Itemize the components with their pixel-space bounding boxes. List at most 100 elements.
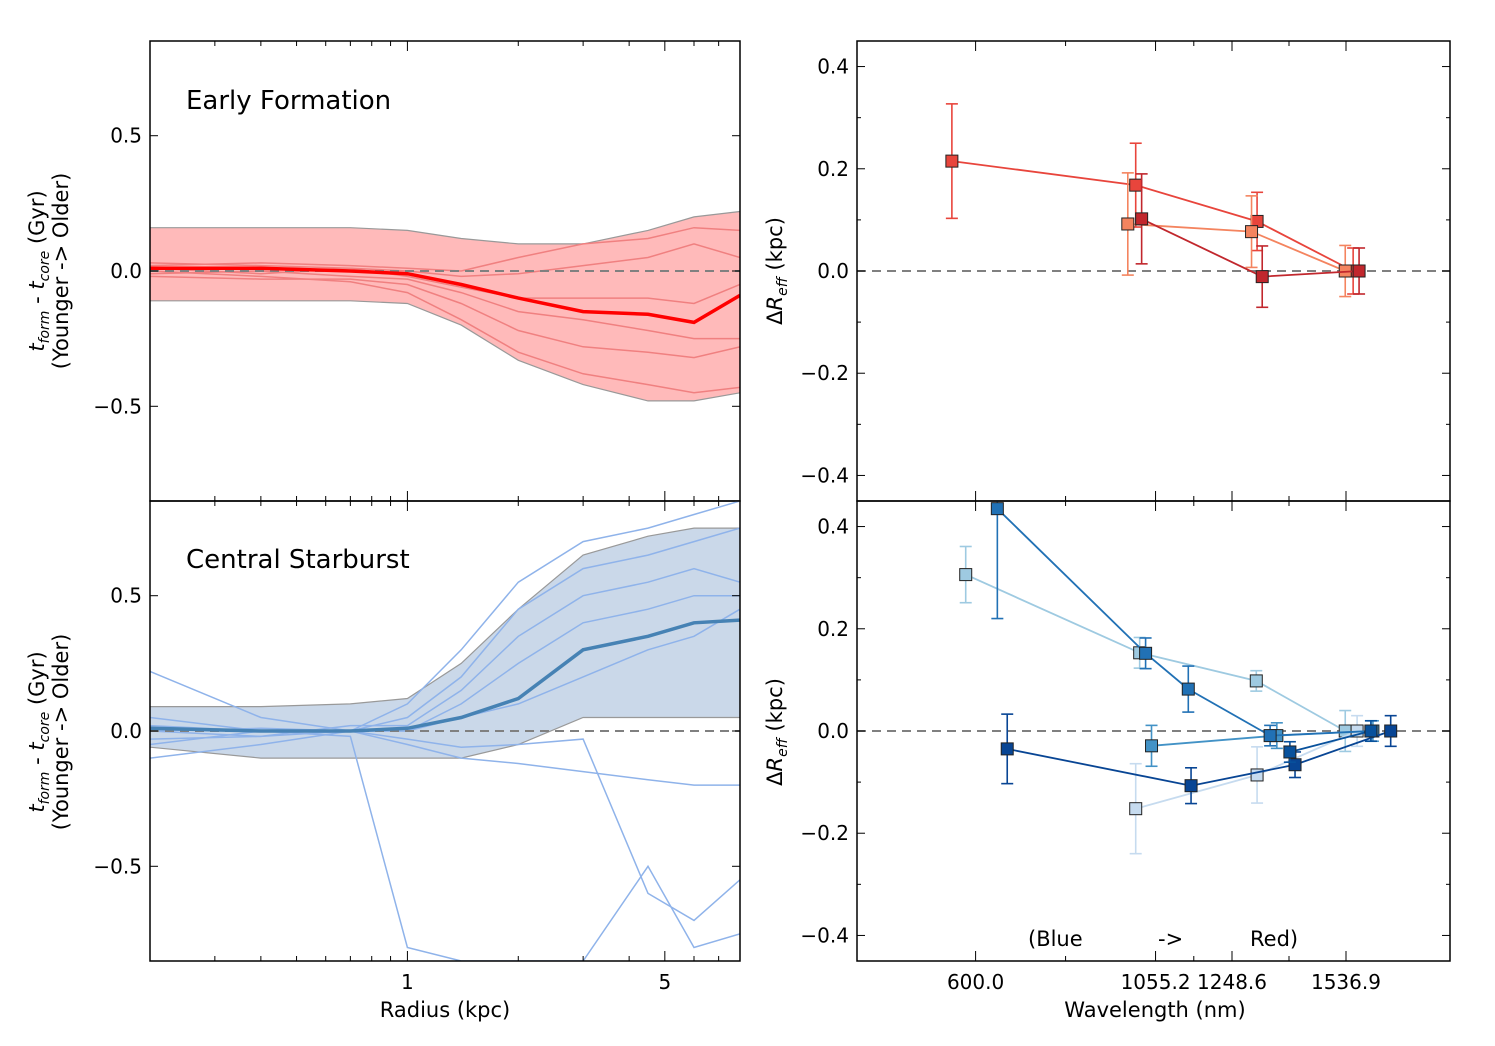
spread-band bbox=[150, 528, 740, 759]
xlabel-wavelength: Wavelength (nm) bbox=[1064, 998, 1245, 1022]
data-point-square bbox=[959, 568, 973, 582]
axes-frame-blue bbox=[856, 500, 1451, 962]
series-red-1 bbox=[945, 103, 1360, 295]
axes-frame-central-starburst bbox=[149, 500, 741, 962]
ylabel-unit: (kpc) bbox=[763, 217, 787, 277]
data-point-square bbox=[1352, 264, 1366, 278]
ylabel-R: R bbox=[763, 296, 787, 311]
ylabel-early-formation: tform - tcore (Gyr) (Younger -> Older) bbox=[25, 173, 73, 370]
ylabel-unit: (Gyr) bbox=[25, 651, 49, 711]
ylabel-t2: t bbox=[25, 742, 49, 751]
panel-early-formation: 0.5 0.0 −0.5 Early Formation tform - tcore… bbox=[25, 40, 741, 502]
ylabel-dash: - bbox=[25, 290, 49, 311]
xtick-label: 5 bbox=[658, 970, 671, 994]
data-point-square bbox=[1000, 742, 1014, 756]
band-lower-edge bbox=[150, 300, 740, 402]
svg-text:ΔReff (kpc): ΔReff (kpc) bbox=[763, 217, 791, 325]
ylabel-sub-core: core bbox=[37, 712, 53, 743]
ylabel-line2-central-starburst: (Younger -> Older) bbox=[49, 634, 73, 831]
series-line-thin-4 bbox=[150, 270, 740, 340]
ytick-label: 0.0 bbox=[110, 259, 142, 283]
data-point-square bbox=[1139, 646, 1153, 660]
series-line-blue-4 bbox=[996, 508, 1371, 737]
plot-area-central-starburst bbox=[150, 501, 740, 961]
series-line-blue-6 bbox=[1289, 730, 1372, 753]
series-red-3 bbox=[1135, 173, 1366, 309]
data-point-square bbox=[1135, 212, 1149, 226]
data-point-square bbox=[945, 154, 959, 168]
xtick-label: 1 bbox=[401, 970, 414, 994]
ytick-label: −0.5 bbox=[93, 394, 142, 418]
xlabel-radius: Radius (kpc) bbox=[380, 998, 511, 1022]
data-point-square bbox=[1364, 724, 1378, 738]
xtick-label: 1055.2 bbox=[1121, 970, 1191, 994]
series-line-thin-2 bbox=[150, 243, 740, 278]
series-line-blue-5 bbox=[1007, 730, 1391, 787]
data-point-square bbox=[990, 502, 1004, 516]
plot-area-red bbox=[857, 103, 1450, 309]
panel-delta-reff-blue: 0.4 0.2 0.0 −0.2 −0.4 600.0 1055.2 1248.6 1536.9… bbox=[763, 500, 1451, 1022]
series-line-thin-1 bbox=[150, 501, 740, 732]
data-point-square bbox=[1263, 729, 1277, 743]
ticks-blue: 0.4 0.2 0.0 −0.2 −0.4 600.0 1055.2 1248.6 1536.9 bbox=[800, 501, 1450, 994]
ytick-label: 0.0 bbox=[817, 259, 849, 283]
ytick-label: 0.2 bbox=[817, 157, 849, 181]
series-line-thin-5 bbox=[150, 730, 740, 786]
svg-text:tform - tcore (Gyr): tform - tcore (Gyr) bbox=[25, 190, 53, 351]
svg-text:ΔReff (kpc): ΔReff (kpc) bbox=[763, 678, 791, 786]
data-point-square bbox=[1181, 682, 1195, 696]
ylabel-unit: (Gyr) bbox=[25, 190, 49, 250]
data-point-square bbox=[1129, 802, 1143, 816]
xtick-label: 1536.9 bbox=[1311, 970, 1381, 994]
ylabel-t: t bbox=[25, 343, 49, 352]
ylabel-delta-reff-blue: ΔReff (kpc) bbox=[763, 678, 791, 786]
ytick-label: 0.2 bbox=[817, 617, 849, 641]
ticks-early-formation: 0.5 0.0 −0.5 bbox=[93, 41, 740, 501]
annotation-early-formation: Early Formation bbox=[186, 86, 391, 116]
ylabel-central-starburst: tform - tcore (Gyr) (Younger -> Older) bbox=[25, 634, 73, 831]
ylabel-dash: - bbox=[25, 751, 49, 772]
data-point-square bbox=[1283, 745, 1297, 759]
ylabel-sub-eff: eff bbox=[775, 275, 791, 296]
ylabel-t2: t bbox=[25, 281, 49, 290]
plot-area-blue bbox=[857, 501, 1450, 855]
data-point-square bbox=[1384, 724, 1398, 738]
plot-area-early-formation bbox=[150, 210, 740, 402]
series-line-red-1 bbox=[951, 160, 1354, 272]
ytick-label: 0.5 bbox=[110, 124, 142, 148]
ylabel-t: t bbox=[25, 804, 49, 813]
ylabel-line2-early-formation: (Younger -> Older) bbox=[49, 173, 73, 370]
ylabel-delta: Δ bbox=[763, 310, 787, 325]
series-line-thin-6 bbox=[150, 724, 740, 961]
ticks-red: 0.4 0.2 0.0 −0.2 −0.4 bbox=[800, 41, 1450, 501]
mean-line bbox=[150, 266, 740, 325]
ylabel-delta-reff-red: ΔReff (kpc) bbox=[763, 217, 791, 325]
data-point-square bbox=[1288, 758, 1302, 772]
data-point-square bbox=[1245, 225, 1259, 239]
spread-band bbox=[150, 211, 740, 401]
mean-line bbox=[150, 618, 740, 733]
ytick-label: 0.0 bbox=[817, 719, 849, 743]
series-blue-6 bbox=[1283, 719, 1378, 763]
series-blue-2 bbox=[1129, 714, 1364, 855]
svg-text:tform - tcore (Gyr): tform - tcore (Gyr) bbox=[25, 651, 53, 812]
series-line-thin-1 bbox=[150, 226, 740, 272]
ytick-label: 0.4 bbox=[817, 55, 849, 79]
data-point-square bbox=[1145, 739, 1159, 753]
data-point-square bbox=[1184, 779, 1198, 793]
series-line-thin-6 bbox=[150, 270, 740, 394]
panel-delta-reff-red: 0.4 0.2 0.0 −0.2 −0.4 ΔReff (kpc) bbox=[763, 40, 1451, 502]
ytick-label: −0.2 bbox=[800, 361, 849, 385]
ytick-label: −0.4 bbox=[800, 463, 849, 487]
ytick-label: 0.5 bbox=[110, 584, 142, 608]
panel-central-starburst: 0.50.0−0.51 5 Central Starburst tform - t… bbox=[25, 500, 741, 1022]
ylabel-sub-form: form bbox=[37, 311, 53, 344]
annotation-arrow: -> bbox=[1158, 927, 1183, 951]
series-blue-4 bbox=[990, 501, 1378, 747]
ylabel-delta: Δ bbox=[763, 771, 787, 786]
ytick-label: −0.5 bbox=[93, 854, 142, 878]
band-upper-edge bbox=[150, 527, 740, 708]
data-point-square bbox=[1255, 270, 1269, 284]
annotation-blue-word: (Blue bbox=[1028, 927, 1083, 951]
